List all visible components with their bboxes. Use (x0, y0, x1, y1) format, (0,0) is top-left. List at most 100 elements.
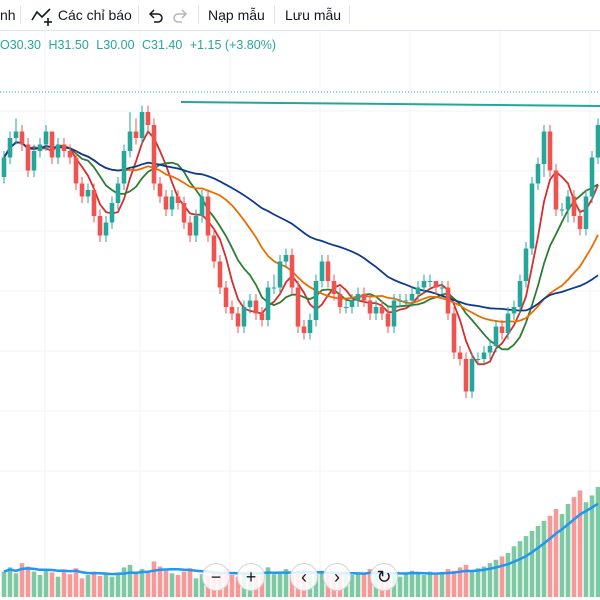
candle-body (247, 300, 253, 307)
candle-body (163, 196, 169, 210)
candle-body (61, 144, 67, 151)
candle (265, 281, 271, 327)
candle-body (49, 131, 55, 158)
moving-averages (3, 129, 599, 366)
candle (277, 255, 283, 294)
volume-bar (445, 569, 451, 597)
candle (7, 131, 13, 164)
candle (307, 313, 313, 340)
candle-body (169, 196, 175, 210)
volume-bar (235, 576, 241, 597)
candle-body (319, 261, 325, 281)
save-template-button[interactable]: Lưu mẫu (285, 7, 342, 23)
price-chart[interactable] (0, 31, 600, 600)
volume-bar (163, 570, 169, 597)
candle-body (217, 261, 223, 288)
candle (397, 294, 403, 307)
zoom-out-button[interactable]: − (202, 563, 230, 591)
candle (391, 294, 397, 333)
toolbar-divider (349, 6, 350, 24)
candle-body (37, 144, 43, 151)
volume-bar (517, 541, 523, 597)
volume-bar (133, 571, 139, 597)
candle (109, 196, 115, 229)
candle-body (505, 313, 511, 333)
candle (529, 177, 535, 255)
candles (1, 105, 600, 398)
volume-bar (109, 576, 115, 597)
candle (499, 320, 505, 340)
candle (559, 203, 565, 216)
candle (13, 118, 19, 145)
volume-bar (199, 574, 205, 597)
toolbar-left-fragment[interactable]: nh (0, 7, 16, 23)
candle (469, 352, 475, 398)
candle-body (553, 170, 559, 210)
candle-body (193, 216, 199, 236)
candle-body (265, 287, 271, 320)
volume-bar (1, 571, 7, 597)
candle-body (157, 183, 163, 197)
change-value: +1.15 (+3.80%) (189, 38, 276, 52)
candle (571, 190, 577, 223)
volume-bar (97, 575, 103, 597)
candle-body (187, 222, 193, 236)
volume-bar (409, 570, 415, 597)
candle-body (451, 313, 457, 353)
candle (463, 352, 469, 398)
candle-body (367, 300, 373, 314)
load-template-button[interactable]: Nạp mẫu (208, 7, 265, 23)
volume-bar (67, 574, 73, 597)
volume-bar (283, 569, 289, 597)
candle (103, 216, 109, 242)
redo-button[interactable] (172, 0, 190, 30)
volume-bar (397, 576, 403, 597)
reset-chart-button[interactable]: ↻ (370, 563, 398, 591)
candle-body (307, 320, 313, 333)
volume-bar (103, 573, 109, 597)
candle-body (109, 203, 115, 223)
candle (439, 281, 445, 294)
candle-body (7, 138, 13, 158)
low-value: L30.00 (96, 38, 135, 52)
candle (229, 300, 235, 320)
candle-body (133, 131, 139, 138)
indicators-button[interactable]: Các chỉ báo (30, 0, 132, 30)
candle-body (259, 313, 265, 320)
top-toolbar: nh Các chỉ báo Nạp mẫu Lưu mẫu (0, 0, 600, 31)
scroll-left-button[interactable]: ‹ (290, 563, 318, 591)
toolbar-divider (198, 6, 199, 24)
volume-bar (115, 574, 121, 597)
volume-bar (19, 563, 25, 597)
candle-body (397, 300, 403, 302)
volume-bar (127, 564, 133, 597)
candle (145, 105, 151, 132)
volume-bar (169, 573, 175, 597)
candle-body (559, 209, 565, 211)
candle-body (25, 144, 31, 171)
candle-body (1, 157, 7, 177)
candle (361, 287, 367, 307)
candle (535, 157, 541, 190)
volume-bar (577, 490, 583, 597)
candle (421, 274, 427, 294)
candle (163, 190, 169, 216)
volume-bar (79, 578, 85, 597)
undo-button[interactable] (146, 0, 164, 30)
candle (121, 144, 127, 190)
candle (589, 151, 595, 203)
volume-bar (73, 568, 79, 597)
candle (1, 151, 7, 184)
candle-body (139, 112, 145, 138)
minus-icon: − (210, 566, 222, 587)
candle (193, 209, 199, 242)
volume-bar (553, 509, 559, 597)
candle-body (67, 151, 73, 158)
trendline[interactable] (180, 101, 600, 107)
scroll-right-button[interactable]: › (323, 563, 351, 591)
volume-bar (175, 575, 181, 597)
candle (73, 151, 79, 190)
candle-body (43, 131, 49, 145)
candle-body (181, 203, 187, 223)
zoom-in-button[interactable]: + (237, 563, 265, 591)
